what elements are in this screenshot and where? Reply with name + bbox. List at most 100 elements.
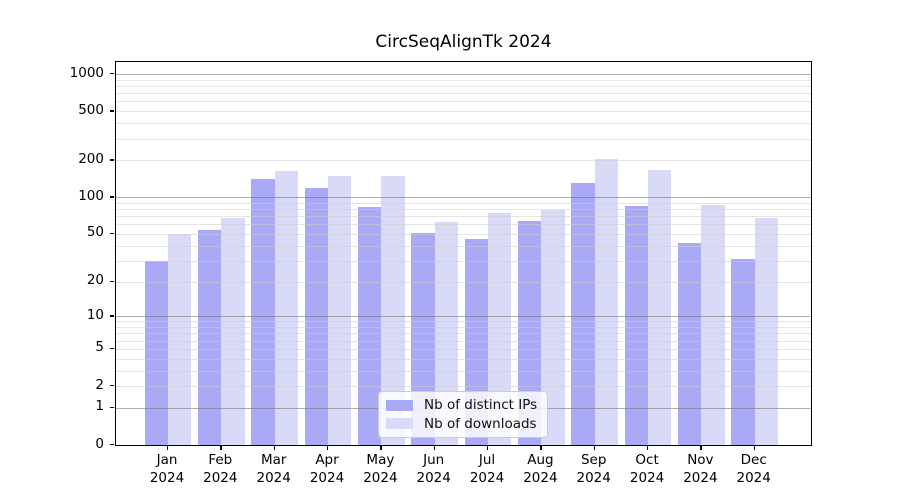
minor-gridline bbox=[116, 260, 811, 262]
y-tick-label: 5 bbox=[95, 339, 104, 356]
y-tick-label: 50 bbox=[86, 224, 104, 241]
legend-item-downloads: Nb of downloads bbox=[386, 415, 539, 432]
y-tick-mark bbox=[110, 406, 114, 409]
y-tick-mark bbox=[110, 73, 114, 75]
bar-downloads bbox=[701, 204, 725, 445]
legend-item-distinct-ips: Nb of distinct IPs bbox=[386, 396, 539, 413]
bar-distinct-ips bbox=[624, 206, 649, 445]
y-tick-label: 1000 bbox=[69, 64, 104, 81]
bar-downloads bbox=[328, 175, 352, 445]
x-tick-label: Nov 2024 bbox=[683, 452, 718, 486]
minor-gridline bbox=[116, 202, 811, 204]
minor-gridline bbox=[116, 111, 811, 113]
x-tick-mark bbox=[540, 446, 542, 450]
x-tick-mark bbox=[380, 446, 382, 450]
minor-gridline bbox=[116, 93, 811, 95]
y-tick-label: 10 bbox=[86, 306, 104, 323]
x-tick-mark bbox=[700, 446, 702, 450]
x-tick-mark bbox=[487, 446, 489, 450]
y-tick-label: 1 bbox=[95, 398, 104, 415]
x-tick-label: Dec 2024 bbox=[736, 452, 771, 486]
x-tick-label: Jan 2024 bbox=[149, 452, 185, 486]
x-tick-label: Jul 2024 bbox=[469, 452, 505, 486]
legend-swatch-distinct-ips bbox=[386, 399, 413, 411]
y-tick-mark bbox=[110, 232, 114, 235]
minor-gridline bbox=[116, 216, 811, 218]
bar-distinct-ips bbox=[251, 178, 275, 445]
y-tick-mark bbox=[110, 196, 114, 198]
bar-distinct-ips bbox=[144, 260, 168, 445]
bar-downloads bbox=[221, 218, 245, 445]
x-tick-label: Apr 2024 bbox=[309, 452, 345, 486]
bar-downloads bbox=[274, 170, 298, 445]
bar-downloads bbox=[168, 233, 192, 445]
bar-distinct-ips bbox=[358, 207, 382, 445]
bar-downloads bbox=[648, 169, 672, 445]
minor-gridline bbox=[116, 327, 811, 328]
legend: Nb of distinct IPs Nb of downloads bbox=[378, 391, 548, 438]
y-tick-mark bbox=[110, 315, 114, 317]
legend-swatch-downloads bbox=[386, 418, 413, 430]
y-tick-label: 500 bbox=[78, 101, 104, 118]
x-tick-label: May 2024 bbox=[363, 452, 398, 486]
x-tick-mark bbox=[753, 446, 756, 450]
minor-gridline bbox=[116, 233, 811, 235]
y-tick-mark bbox=[110, 159, 114, 161]
major-gridline bbox=[116, 74, 811, 75]
x-tick-mark bbox=[433, 446, 436, 450]
x-tick-label: Jun 2024 bbox=[416, 452, 451, 486]
plot-area bbox=[115, 61, 812, 446]
minor-gridline bbox=[116, 348, 811, 350]
minor-gridline bbox=[116, 340, 811, 342]
minor-gridline bbox=[116, 245, 811, 247]
y-tick-label: 20 bbox=[86, 272, 104, 288]
bar-distinct-ips bbox=[518, 220, 542, 445]
minor-gridline bbox=[116, 358, 811, 360]
y-tick-mark bbox=[110, 444, 114, 446]
minor-gridline bbox=[116, 209, 811, 210]
x-tick-label: Sep 2024 bbox=[576, 452, 611, 486]
bar-downloads bbox=[381, 176, 405, 445]
x-tick-mark bbox=[593, 446, 596, 450]
minor-gridline bbox=[116, 160, 811, 162]
minor-gridline bbox=[116, 123, 811, 125]
bar-downloads bbox=[754, 217, 779, 445]
x-tick-label: Aug 2024 bbox=[523, 452, 558, 486]
bar-downloads bbox=[594, 158, 619, 445]
minor-gridline bbox=[116, 370, 811, 372]
x-tick-mark bbox=[647, 446, 649, 450]
x-tick-label: Mar 2024 bbox=[256, 452, 291, 486]
y-tick-mark bbox=[110, 347, 114, 350]
minor-gridline bbox=[116, 101, 811, 103]
bar-downloads bbox=[488, 213, 512, 445]
minor-gridline bbox=[116, 86, 811, 87]
minor-gridline bbox=[116, 321, 811, 323]
y-tick-mark bbox=[110, 385, 114, 387]
x-tick-mark bbox=[327, 446, 329, 450]
y-tick-label: 2 bbox=[95, 376, 104, 393]
bar-distinct-ips bbox=[571, 183, 595, 445]
minor-gridline bbox=[116, 386, 811, 387]
x-tick-mark bbox=[167, 446, 169, 450]
x-tick-label: Oct 2024 bbox=[629, 452, 665, 486]
minor-gridline bbox=[116, 79, 811, 81]
minor-gridline bbox=[116, 138, 811, 140]
bar-distinct-ips bbox=[198, 229, 222, 445]
minor-gridline bbox=[116, 333, 811, 335]
x-tick-mark bbox=[273, 446, 276, 450]
legend-label-distinct-ips: Nb of distinct IPs bbox=[424, 396, 538, 413]
x-tick-label: Feb 2024 bbox=[203, 452, 238, 486]
bar-distinct-ips bbox=[731, 258, 755, 445]
minor-gridline bbox=[116, 281, 811, 283]
bar-distinct-ips bbox=[678, 243, 702, 445]
y-tick-label: 200 bbox=[78, 150, 104, 167]
y-tick-mark bbox=[110, 110, 114, 112]
minor-gridline bbox=[116, 224, 811, 226]
y-tick-label: 100 bbox=[78, 187, 104, 204]
legend-label-downloads: Nb of downloads bbox=[424, 415, 537, 432]
chart-title: CircSeqAlignTk 2024 bbox=[375, 32, 552, 52]
x-tick-mark bbox=[220, 446, 222, 450]
y-tick-label: 0 bbox=[95, 435, 104, 452]
major-gridline bbox=[116, 197, 811, 199]
